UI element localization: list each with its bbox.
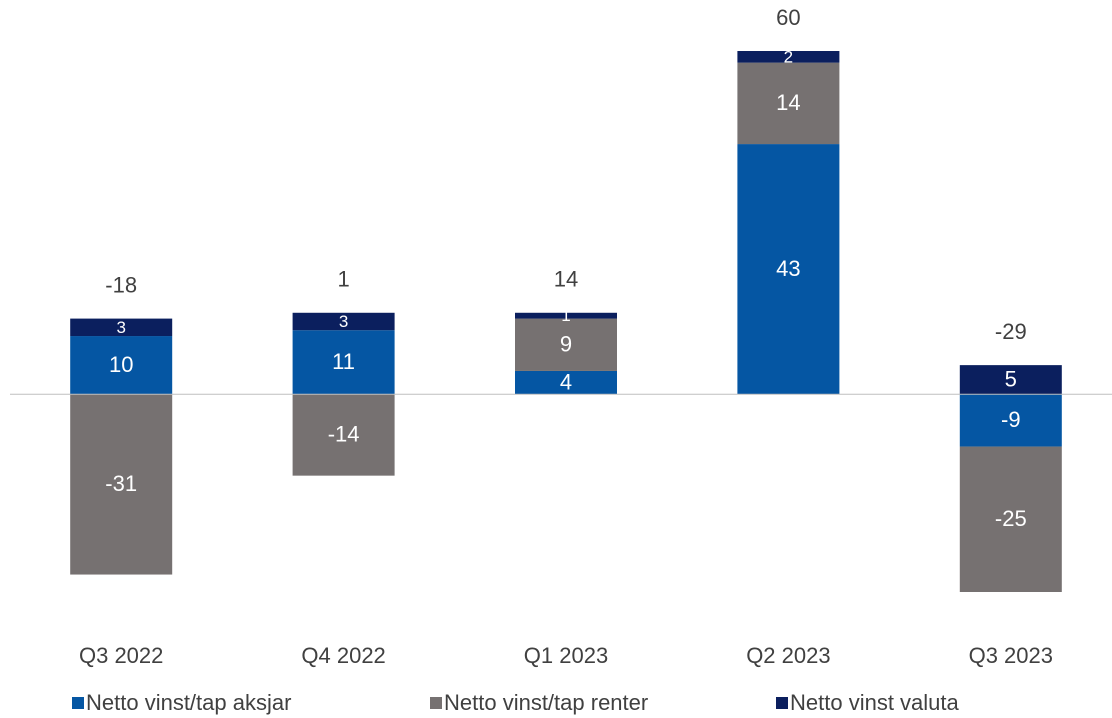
bar-segment [292,394,395,476]
data-label: 11 [332,349,355,374]
bar-segment [959,394,1062,447]
legend-label: Netto vinst/tap renter [444,690,648,715]
data-label: -31 [105,471,137,496]
x-tick-label: Q1 2023 [524,643,608,668]
total-label: 1 [337,267,349,292]
bar-segment [292,330,395,395]
data-label: 3 [339,312,348,331]
bar-segment [70,318,173,337]
x-tick-label: Q3 2023 [969,643,1053,668]
data-label: 10 [109,352,133,377]
data-label: 9 [560,332,572,357]
total-label: -18 [105,272,137,297]
total-label: -29 [995,319,1027,344]
bar-segment [70,336,173,395]
data-label: 1 [561,306,570,325]
bar-segment [515,370,617,395]
legend-swatch [430,697,442,709]
data-label: 5 [1005,366,1017,391]
data-label: 4 [560,369,572,394]
data-label: 14 [776,90,800,115]
x-tick-label: Q3 2022 [79,643,163,668]
legend-label: Netto vinst/tap aksjar [86,690,291,715]
data-label: 2 [784,47,793,66]
total-label: 60 [776,5,800,30]
legend-swatch [776,697,788,709]
data-label: -9 [1001,407,1021,432]
data-label: 43 [776,256,800,281]
total-label: 14 [554,267,578,292]
x-tick-label: Q2 2023 [746,643,830,668]
data-label: -25 [995,506,1027,531]
x-tick-label: Q4 2022 [301,643,385,668]
bar-segment [959,446,1062,592]
legend-swatch [72,697,84,709]
bar-segment [515,312,617,319]
data-label: 3 [116,318,125,337]
bar-segment [737,51,840,63]
bar-segment [292,312,395,331]
data-label: -14 [328,422,360,447]
bar-segment [737,144,840,395]
bar-segment [70,394,173,575]
bar-segment [515,318,617,371]
bar-segment [737,62,840,145]
legend-label: Netto vinst valuta [790,690,960,715]
bar-segment [959,365,1062,395]
